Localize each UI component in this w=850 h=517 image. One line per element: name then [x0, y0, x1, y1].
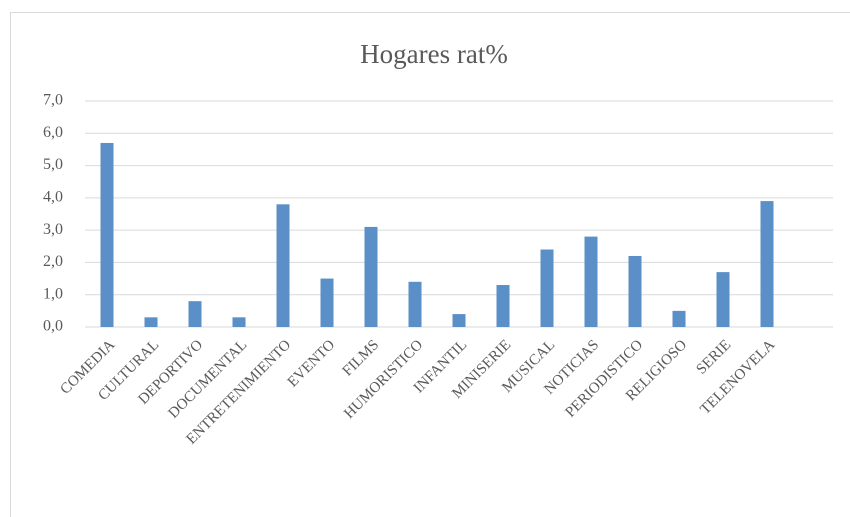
chart-title: Hogares rat% — [360, 39, 508, 69]
bar — [188, 301, 202, 327]
bar — [276, 204, 290, 327]
bar — [232, 317, 246, 327]
bar — [144, 317, 158, 327]
y-tick-label: 4,0 — [43, 189, 63, 206]
bar — [496, 285, 510, 327]
bar — [628, 255, 642, 327]
bar — [320, 278, 334, 327]
y-tick-label: 3,0 — [43, 221, 63, 238]
y-tick-label: 5,0 — [43, 156, 63, 173]
bar — [672, 310, 686, 327]
y-tick-label: 0,0 — [43, 318, 63, 335]
bar — [716, 272, 730, 327]
y-tick-label: 1,0 — [43, 285, 63, 302]
bar — [760, 201, 774, 327]
bar — [100, 142, 114, 327]
y-tick-label: 7,0 — [43, 92, 63, 109]
bar — [584, 236, 598, 327]
bar — [540, 249, 554, 327]
bar — [408, 281, 422, 327]
y-tick-label: 2,0 — [43, 253, 63, 270]
y-tick-label: 6,0 — [43, 124, 63, 141]
bar — [364, 226, 378, 327]
chart-frame — [10, 12, 850, 517]
bar — [452, 314, 466, 327]
